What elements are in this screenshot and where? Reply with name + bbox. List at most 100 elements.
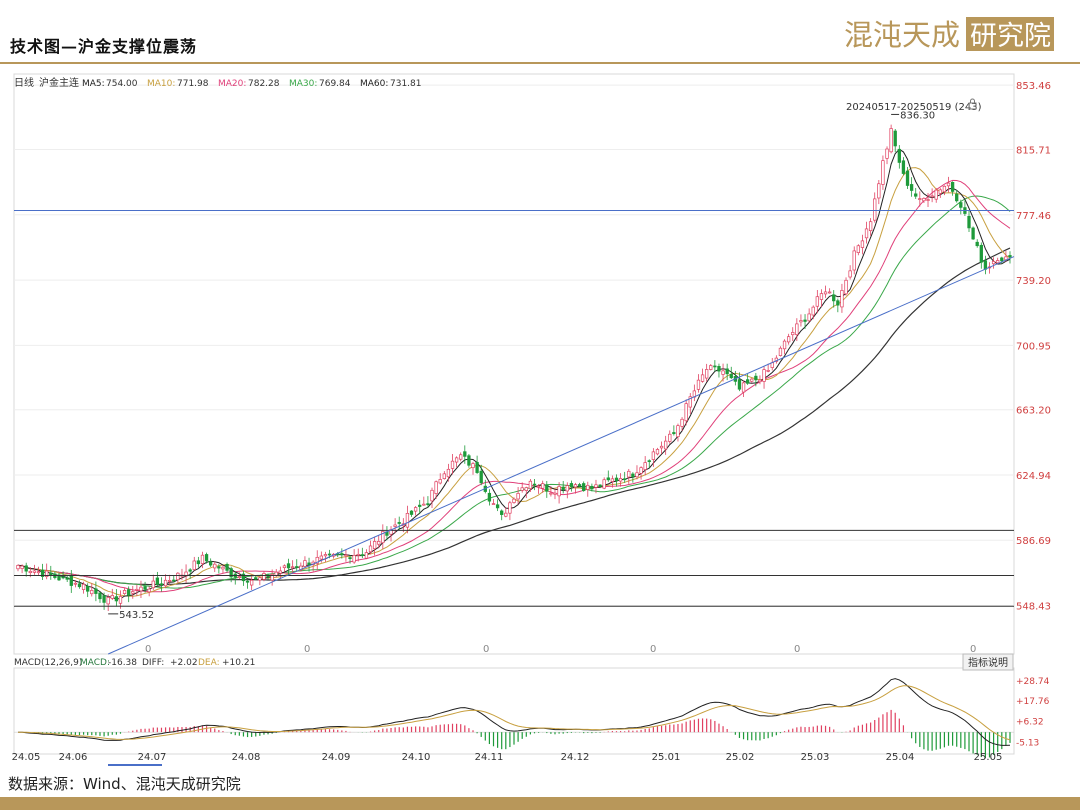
candle-body xyxy=(327,553,332,556)
candle-body xyxy=(159,583,164,586)
candle-body xyxy=(262,573,266,580)
y-tick-label: 586.69 xyxy=(1016,536,1051,547)
lock-icon-shackle xyxy=(970,98,975,103)
candle-body xyxy=(832,294,836,302)
candle-body xyxy=(204,554,209,562)
ma-legend-name: MA30: xyxy=(289,79,317,89)
candle-body xyxy=(459,454,463,460)
ma-legend-name: MA5: xyxy=(82,79,105,89)
candle-body xyxy=(213,563,217,569)
candle-body xyxy=(889,128,893,153)
candle-body xyxy=(705,369,709,379)
candle-body xyxy=(500,510,504,515)
candle-body xyxy=(352,554,356,563)
candle-body xyxy=(344,554,348,557)
candle-body xyxy=(766,370,770,372)
candle-body xyxy=(557,486,561,497)
candle-body xyxy=(143,586,147,590)
candle-body xyxy=(426,503,430,506)
candle-body xyxy=(672,432,676,435)
ma5-line xyxy=(17,148,1011,600)
candle-body xyxy=(377,541,381,545)
candle-body xyxy=(131,591,135,594)
candle-body xyxy=(856,245,860,253)
candle-body xyxy=(791,332,795,336)
x-tick-label: 25.04 xyxy=(886,752,915,763)
candle-body xyxy=(536,485,541,488)
candle-body xyxy=(938,189,942,194)
candle-body xyxy=(430,489,434,502)
macd-y-tick-label: -5.13 xyxy=(1016,739,1039,749)
candle-body xyxy=(139,586,143,592)
candle-body xyxy=(795,323,799,336)
candle-body xyxy=(967,215,971,229)
logo-box xyxy=(966,17,1054,51)
candle-body xyxy=(94,588,98,594)
candle-body xyxy=(122,590,127,594)
candle-body xyxy=(323,554,328,557)
candle-body xyxy=(438,479,442,484)
candle-body xyxy=(643,462,647,470)
candle-body xyxy=(348,557,352,559)
candle-body xyxy=(618,478,623,482)
candle-body xyxy=(356,553,360,556)
candle-body xyxy=(598,484,602,487)
candle-body xyxy=(664,440,668,450)
candle-body xyxy=(364,552,369,559)
candle-body xyxy=(819,293,824,300)
zero-mark: 0 xyxy=(304,644,310,655)
candle-body xyxy=(688,396,692,408)
candle-body xyxy=(631,473,635,478)
candle-body xyxy=(602,479,606,489)
candle-body xyxy=(65,577,69,580)
macd-diff-label: DIFF: xyxy=(142,658,164,668)
candle-body xyxy=(864,228,869,239)
candle-body xyxy=(241,573,246,582)
candle-body xyxy=(278,570,282,574)
candle-body xyxy=(61,576,65,579)
candle-body xyxy=(114,596,119,602)
candle-body xyxy=(684,403,688,422)
candle-body xyxy=(413,507,418,512)
candle-body xyxy=(467,455,471,466)
ma-legend-value: 782.28 xyxy=(248,79,280,89)
candle-body xyxy=(651,451,656,460)
candle-body xyxy=(454,457,459,463)
y-tick-label: 548.43 xyxy=(1016,602,1051,613)
candle-body xyxy=(959,202,963,208)
page-title: 技术图—沪金支撑位震荡 xyxy=(10,37,198,56)
macd-y-tick-label: +6.32 xyxy=(1016,718,1044,728)
candle-body xyxy=(295,566,299,568)
logo-text-right: 研究院 xyxy=(970,21,1051,52)
candle-body xyxy=(110,595,114,599)
candle-body xyxy=(586,484,590,490)
candle-body xyxy=(553,492,557,495)
candle-body xyxy=(852,250,856,271)
candle-body xyxy=(893,130,897,147)
y-tick-label: 663.20 xyxy=(1016,406,1051,417)
candle-body xyxy=(73,582,78,585)
candle-body xyxy=(405,512,410,528)
candle-body xyxy=(594,484,598,488)
candle-body xyxy=(549,492,553,495)
zero-mark: 0 xyxy=(794,644,800,655)
candle-body xyxy=(303,560,307,567)
candle-body xyxy=(118,596,123,604)
candle-body xyxy=(545,484,549,492)
source-note: 数据来源：Wind、混沌天成研究院 xyxy=(8,775,241,793)
macd-frame xyxy=(13,667,1015,755)
header-rule xyxy=(0,62,1080,64)
candle-body xyxy=(57,574,61,581)
x-tick-label: 24.07 xyxy=(138,752,167,763)
candle-body xyxy=(950,181,955,192)
candle-body xyxy=(782,340,787,350)
candle-body xyxy=(778,347,783,356)
candle-body xyxy=(475,461,479,473)
candlestick-chart: 548.43 586.69 624.94 663.20 700.95 739.20 777.… xyxy=(12,73,1051,766)
candle-body xyxy=(209,561,213,566)
indicator-help-button[interactable] xyxy=(962,653,1014,671)
logo: 混沌天成 研究院 xyxy=(844,17,1054,52)
candle-body xyxy=(729,373,733,379)
candle-body xyxy=(442,473,446,480)
candle-body xyxy=(926,199,930,201)
